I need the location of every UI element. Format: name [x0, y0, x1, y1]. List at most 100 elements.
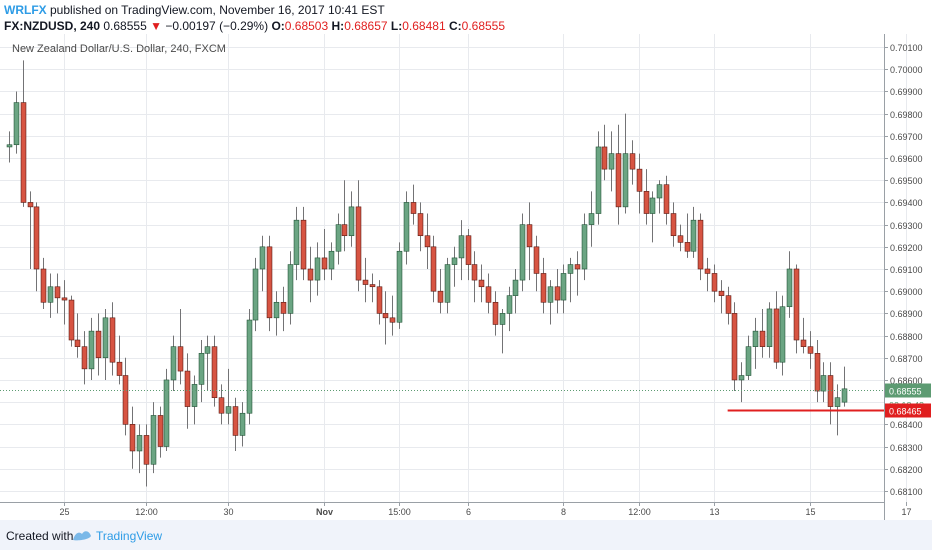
candle-down	[211, 335, 218, 407]
candle-body	[458, 235, 465, 259]
candle-down	[177, 308, 184, 385]
candle-body	[663, 184, 670, 214]
candle-body	[622, 153, 629, 208]
candle-body	[574, 264, 581, 270]
candle-up	[88, 317, 95, 380]
candle-body	[465, 235, 472, 265]
candle-body	[33, 206, 40, 270]
open-value: 0.68503	[284, 19, 329, 33]
candle-up	[519, 213, 526, 292]
candle-body	[807, 346, 814, 354]
candle-up	[246, 308, 253, 425]
candle-body	[382, 313, 389, 319]
candle-body	[499, 313, 506, 325]
candle-down	[20, 60, 27, 207]
candle-down	[129, 406, 136, 469]
candle-up	[47, 273, 54, 318]
candle-body	[396, 250, 403, 323]
candle-down	[122, 357, 129, 436]
x-tick-label: 13	[709, 507, 719, 517]
candle-down	[95, 313, 102, 376]
close-value: 0.68555	[461, 19, 506, 33]
candle-up	[656, 180, 663, 214]
price-chart[interactable]: New Zealand Dollar/U.S. Dollar, 240, FXC…	[0, 34, 932, 520]
candle-down	[704, 257, 711, 292]
candle-body	[567, 264, 574, 274]
candle-body	[471, 264, 478, 281]
candles	[6, 60, 848, 487]
candle-body	[280, 301, 287, 314]
candle-body	[759, 330, 766, 347]
candle-down	[266, 235, 273, 332]
high-label: H:	[331, 19, 345, 33]
candle-down	[574, 251, 581, 296]
low-value: 0.68481	[402, 19, 446, 33]
candle-body	[218, 397, 225, 414]
y-tick-label: 0.69300	[890, 221, 923, 231]
candle-up	[293, 206, 300, 281]
x-tick-label: 17	[901, 507, 911, 517]
candle-down	[218, 384, 225, 425]
candle-up	[547, 280, 554, 325]
candle-up	[348, 191, 355, 247]
candle-up	[225, 368, 232, 425]
candle-body	[6, 144, 13, 148]
y-tick-label: 0.68600	[890, 376, 923, 386]
candle-body	[300, 219, 307, 270]
candle-down	[554, 269, 561, 314]
symbol-line: FX:NZDUSD, 240 0.68555 ▼ −0.00197 (−0.29…	[4, 19, 505, 33]
tradingview-brand-link[interactable]: TradingView	[96, 529, 163, 543]
candle-down	[355, 180, 362, 292]
candle-up	[102, 308, 109, 380]
author-name[interactable]: WRLFX	[4, 3, 47, 17]
chart-area[interactable]: New Zealand Dollar/U.S. Dollar, 240, FXC…	[0, 34, 932, 520]
candle-body	[506, 295, 513, 314]
chart-header: WRLFX published on TradingView.com, Nove…	[0, 0, 932, 34]
candle-down	[424, 213, 431, 269]
candle-body	[519, 224, 526, 281]
candle-up	[136, 424, 143, 474]
candle-down	[109, 302, 116, 376]
overlays	[0, 390, 884, 412]
candle-down	[533, 235, 540, 292]
candle-down	[417, 202, 424, 252]
candle-body	[752, 330, 759, 347]
x-tick-label: 15	[805, 507, 815, 517]
candle-body	[362, 279, 369, 285]
candle-down	[643, 169, 650, 225]
candle-body	[389, 317, 396, 323]
candle-body	[773, 308, 780, 363]
candle-down	[437, 269, 444, 314]
y-tick-label: 0.69900	[890, 87, 923, 97]
candle-body	[608, 153, 615, 170]
candle-body	[588, 213, 595, 225]
candle-body	[690, 219, 697, 252]
candle-down	[307, 246, 314, 303]
candle-body	[643, 191, 650, 214]
candle-body	[834, 397, 841, 407]
candle-body	[20, 102, 27, 203]
y-tick-label: 0.69500	[890, 176, 923, 186]
candle-body	[252, 268, 259, 321]
candle-up	[745, 335, 752, 380]
candle-down	[615, 124, 622, 225]
candle-down	[27, 191, 34, 269]
candle-body	[191, 384, 198, 407]
candle-body	[581, 224, 588, 270]
y-tick-label: 0.68200	[890, 465, 923, 475]
candle-down	[184, 353, 191, 429]
candle-up	[588, 191, 595, 247]
candle-up	[649, 191, 656, 243]
x-tick-label: 15:00	[388, 507, 411, 517]
candle-down	[526, 202, 533, 281]
candle-down	[601, 124, 608, 181]
candle-body	[198, 353, 205, 385]
candle-up	[396, 242, 403, 329]
candle-down	[663, 175, 670, 225]
candle-body	[143, 435, 150, 465]
y-tick-label: 0.68800	[890, 332, 923, 342]
candle-down	[61, 280, 68, 325]
tradingview-logo-icon[interactable]	[72, 528, 92, 542]
y-tick-label: 0.69100	[890, 265, 923, 275]
footer: Created with TradingView	[0, 520, 932, 550]
